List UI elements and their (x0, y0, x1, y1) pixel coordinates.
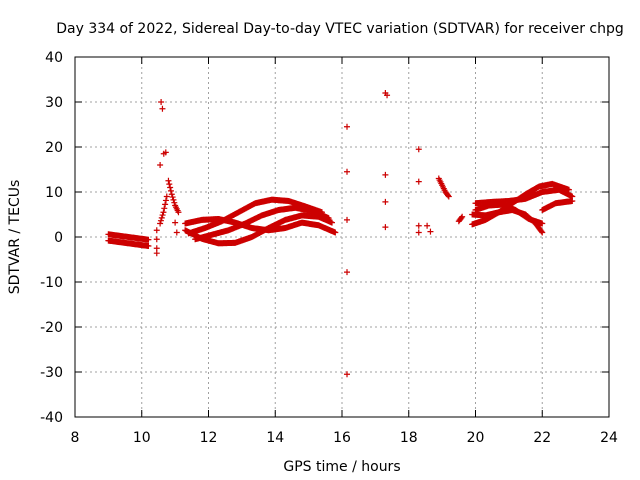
x-axis-label: GPS time / hours (283, 459, 400, 475)
data-point (344, 371, 351, 378)
data-point (161, 205, 168, 212)
data-point (344, 123, 351, 130)
data-point (167, 187, 174, 194)
y-tick-label: 30 (45, 95, 63, 111)
data-point (424, 222, 431, 229)
x-tick-label: 12 (200, 430, 218, 446)
data-point (344, 168, 351, 175)
data-point (167, 184, 174, 191)
grid (75, 57, 609, 417)
data-point (158, 214, 165, 221)
x-tick-label: 14 (266, 430, 284, 446)
data-point (538, 228, 545, 235)
data-point (415, 222, 422, 229)
x-tick-label: 18 (400, 430, 418, 446)
data-point (382, 171, 389, 178)
data-point (332, 229, 339, 236)
data-point (325, 215, 332, 222)
y-tick-label: -10 (40, 275, 63, 291)
data-point (344, 269, 351, 276)
plot-frame (74, 56, 610, 418)
data-point (153, 236, 160, 243)
y-tick-label: -20 (40, 320, 63, 336)
data-point (157, 162, 164, 168)
data-point (171, 199, 178, 206)
axes: 8 10 12 14 16 18 20 22 24 -40 -30 -20 -10 0 10 20 30 40 (40, 50, 618, 446)
data-point (569, 198, 576, 204)
data-point (539, 229, 546, 236)
x-tick-label: 8 (71, 430, 80, 446)
data-point (328, 219, 335, 226)
data-point (539, 220, 546, 227)
x-tick-label: 22 (533, 430, 551, 446)
data-point (415, 229, 422, 236)
data-point (162, 149, 169, 156)
data-point (159, 212, 166, 219)
data-point (459, 213, 466, 220)
data-point (415, 146, 422, 153)
data-point (458, 214, 465, 221)
data-point (173, 229, 180, 236)
data-point (169, 194, 176, 201)
data-point (157, 217, 164, 224)
data-point (153, 250, 160, 257)
data-point (344, 216, 351, 223)
data-point (427, 228, 434, 235)
y-axis-label: SDTVAR / TECUs (7, 180, 23, 295)
data-point (158, 99, 165, 105)
data-point (565, 186, 572, 193)
y-tick-label: -40 (40, 410, 63, 426)
y-tick-label: 0 (54, 230, 63, 246)
chart-title: Day 334 of 2022, Sidereal Day-to-day VTE… (56, 21, 624, 37)
data-point (172, 219, 179, 226)
data-point (444, 192, 451, 199)
data-point (445, 193, 452, 200)
data-point (175, 209, 182, 216)
data-point (384, 92, 391, 99)
data-point (382, 198, 389, 205)
data-point (162, 201, 169, 208)
data-point (145, 236, 152, 243)
data-point (165, 177, 172, 184)
data-point (162, 197, 169, 204)
data-point (160, 209, 167, 216)
data-point (157, 220, 164, 227)
data-point (163, 193, 170, 200)
data-point (145, 243, 152, 249)
x-tick-label: 24 (600, 430, 618, 446)
data-point (382, 224, 389, 231)
data-series (105, 90, 576, 378)
y-tick-label: 10 (45, 185, 63, 201)
data-point (166, 181, 173, 188)
data-point (415, 178, 422, 185)
data-point (168, 191, 175, 198)
data-point (159, 105, 166, 112)
x-tick-label: 16 (333, 430, 351, 446)
x-tick-label: 10 (133, 430, 151, 446)
y-tick-label: -30 (40, 365, 63, 381)
data-point (153, 227, 160, 234)
y-tick-label: 40 (45, 50, 63, 66)
data-point (170, 196, 177, 203)
x-tick-label: 20 (467, 430, 485, 446)
y-tick-label: 20 (45, 140, 63, 156)
